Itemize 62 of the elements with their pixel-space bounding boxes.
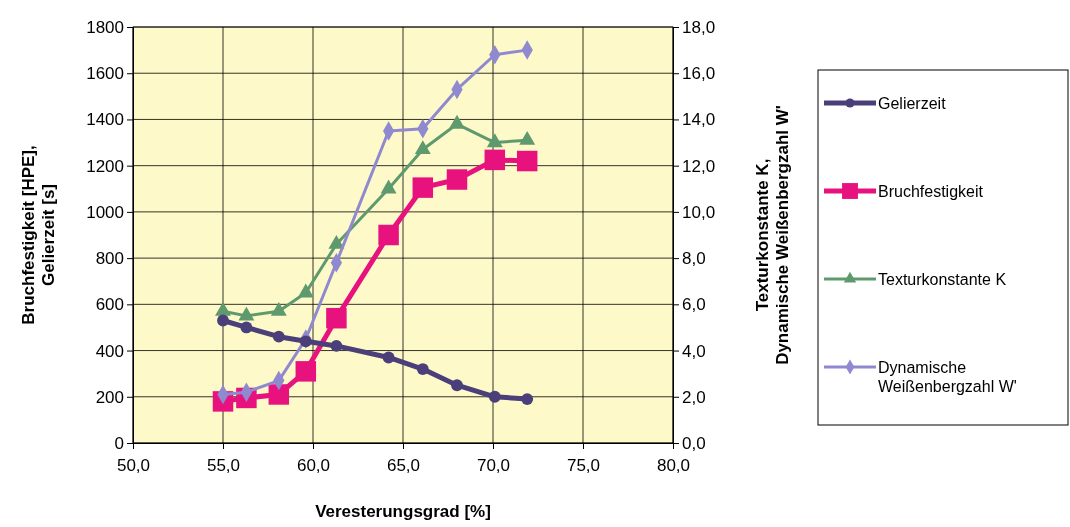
y-tick-label: 1000	[86, 202, 124, 222]
point	[451, 379, 463, 392]
point	[215, 302, 231, 316]
point	[217, 314, 229, 327]
point	[412, 177, 434, 198]
point	[328, 235, 345, 249]
point	[486, 133, 503, 148]
legend-label: Dynamische Weißenbergzahl W'	[878, 358, 1017, 395]
point	[516, 150, 538, 172]
point	[295, 361, 317, 382]
y-tick-label: 800	[95, 249, 124, 269]
point	[382, 351, 395, 364]
point	[330, 340, 343, 352]
point	[240, 321, 253, 334]
y-tick-label: 1200	[86, 156, 124, 176]
point	[297, 283, 314, 298]
point	[416, 363, 429, 375]
y2-tick-label: 10,0	[682, 202, 716, 222]
y-tick-label: 600	[95, 295, 124, 315]
point	[238, 306, 255, 321]
point	[521, 393, 534, 405]
y2-tick-label: 8,0	[682, 249, 706, 269]
x-axis-title: Veresterungsgrad [%]	[315, 502, 491, 521]
x-tick-label: 50,0	[116, 455, 151, 475]
point	[378, 224, 399, 246]
y2-tick-label: 12,0	[682, 156, 716, 176]
point	[446, 169, 468, 190]
y-tick-label: 200	[95, 387, 124, 407]
y2-tick-label: 16,0	[682, 64, 716, 84]
x-tick-label: 80,0	[656, 455, 691, 475]
point	[326, 307, 347, 329]
y-tick-label: 1600	[86, 64, 124, 84]
x-tick-label: 65,0	[386, 455, 421, 475]
legend-label: Texturkonstante K	[878, 270, 1007, 288]
point	[449, 114, 465, 129]
point	[484, 149, 506, 171]
y2-tick-label: 0,0	[682, 433, 706, 453]
point	[299, 335, 312, 348]
point	[519, 131, 536, 145]
y-tick-label: 1400	[86, 110, 124, 130]
x-tick-label: 55,0	[206, 455, 241, 475]
point	[380, 179, 397, 194]
y2-tick-label: 14,0	[682, 110, 716, 130]
y2-tick-label: 4,0	[682, 341, 706, 361]
x-tick-label: 60,0	[296, 455, 331, 475]
y-tick-label: 400	[95, 341, 124, 361]
y-tick-label: 0	[114, 433, 124, 453]
point	[272, 330, 285, 343]
y2-tick-label: 2,0	[682, 387, 706, 407]
y2-axis-title: Texturkonstante K, Dynamische Weißenbergzahl W'	[753, 105, 792, 365]
y2-tick-label: 18,0	[682, 17, 716, 37]
legend-label: Gelierzeit	[878, 94, 947, 112]
y2-tick-label: 6,0	[682, 295, 706, 315]
y-tick-label: 1800	[86, 17, 124, 37]
x-tick-label: 75,0	[566, 455, 601, 475]
y-axis-title: Bruchfestigkeit [HPE], Gelierzeit [s]	[19, 145, 58, 325]
legend-label: Bruchfestigkeit	[878, 182, 984, 200]
point	[270, 302, 287, 316]
point	[488, 390, 501, 403]
point	[268, 384, 290, 405]
point	[414, 140, 431, 155]
x-tick-label: 70,0	[476, 455, 511, 475]
